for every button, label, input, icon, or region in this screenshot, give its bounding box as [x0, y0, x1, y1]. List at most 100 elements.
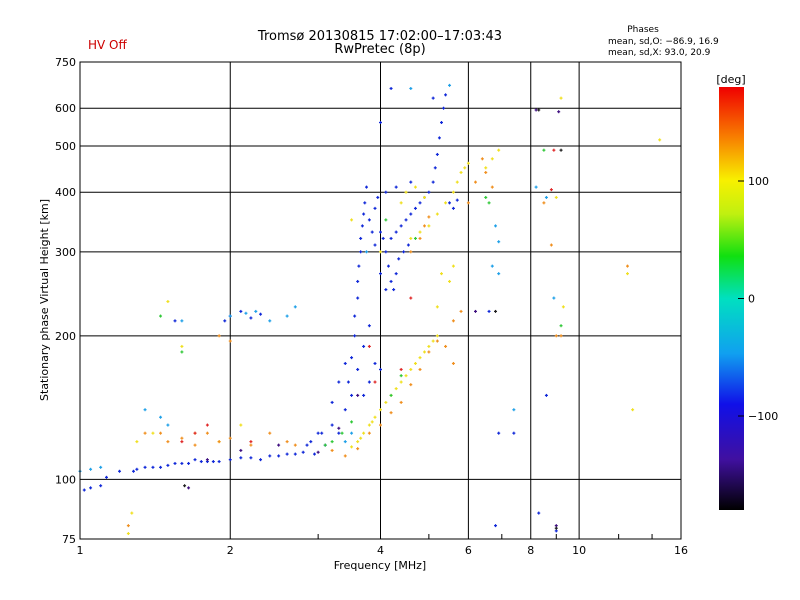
data-point: [211, 460, 215, 464]
data-point: [427, 190, 431, 194]
data-point: [484, 166, 488, 170]
data-point: [392, 288, 396, 292]
data-point: [451, 206, 455, 210]
data-point: [394, 272, 398, 276]
data-point: [277, 443, 281, 447]
data-point: [126, 524, 130, 528]
data-point: [166, 423, 170, 427]
data-point: [356, 296, 360, 300]
data-point: [379, 230, 382, 234]
data-point: [427, 350, 431, 354]
data-point: [379, 272, 382, 276]
data-point: [397, 257, 401, 261]
data-point: [293, 305, 297, 309]
data-point: [373, 380, 377, 384]
data-point: [350, 420, 354, 424]
y-tick-label: 600: [55, 102, 76, 115]
data-point: [370, 420, 374, 424]
data-point: [379, 250, 382, 254]
data-point: [367, 423, 371, 427]
y-axis-label: Stationary phase Virtual Height [km]: [38, 199, 51, 401]
data-point: [357, 264, 361, 268]
data-point: [340, 431, 344, 435]
data-point: [544, 195, 548, 199]
y-tick-label: 200: [55, 330, 76, 343]
data-point: [442, 106, 446, 110]
data-point: [277, 454, 281, 458]
data-point: [413, 206, 417, 210]
data-point: [356, 447, 360, 451]
data-point: [183, 484, 187, 488]
data-point: [440, 121, 444, 125]
data-point: [217, 440, 221, 444]
y-tick-label: 400: [55, 186, 76, 199]
data-point: [166, 440, 170, 444]
data-point: [359, 250, 363, 254]
data-point: [389, 279, 393, 283]
data-point: [323, 443, 327, 447]
data-point: [356, 393, 360, 397]
data-point: [490, 185, 494, 189]
x-tick-label: 6: [465, 544, 472, 557]
data-point: [418, 236, 422, 240]
data-point: [159, 314, 163, 318]
data-point: [346, 380, 350, 384]
data-point: [399, 201, 403, 205]
data-point: [173, 461, 177, 465]
data-point: [180, 436, 184, 440]
data-point: [451, 264, 455, 268]
data-point: [437, 136, 441, 140]
data-point: [542, 201, 546, 205]
data-point: [406, 243, 410, 247]
data-point: [484, 170, 488, 174]
x-tick-label: 8: [527, 544, 534, 557]
data-point: [244, 311, 248, 315]
x-tick-label: 1: [77, 544, 84, 557]
data-point: [484, 195, 488, 199]
data-point: [473, 180, 477, 184]
data-point: [384, 288, 388, 292]
data-point: [379, 367, 382, 371]
data-point: [435, 305, 439, 309]
data-point: [554, 195, 558, 199]
data-point: [497, 431, 501, 435]
data-point: [418, 201, 422, 205]
data-point: [559, 148, 563, 152]
data-point: [487, 309, 491, 313]
data-point: [480, 157, 484, 161]
y-tick-label: 300: [55, 246, 76, 259]
data-point: [205, 458, 209, 462]
data-point: [89, 467, 93, 471]
data-point: [413, 236, 417, 240]
data-point: [459, 309, 463, 313]
data-point: [362, 431, 366, 435]
data-point: [409, 180, 413, 184]
data-point: [135, 440, 139, 444]
data-point: [389, 86, 393, 90]
data-point: [143, 465, 147, 469]
data-point: [427, 215, 431, 219]
data-point: [330, 440, 334, 444]
data-point: [557, 110, 561, 114]
data-point: [409, 250, 413, 254]
data-point: [427, 224, 431, 228]
data-point: [466, 201, 470, 205]
data-point: [363, 201, 367, 205]
data-point: [494, 224, 498, 228]
data-point: [268, 431, 272, 435]
data-point: [373, 361, 377, 365]
data-point: [394, 185, 398, 189]
data-point: [180, 440, 184, 444]
data-point: [228, 314, 232, 318]
data-point: [559, 324, 563, 328]
data-point: [404, 218, 408, 222]
data-point: [394, 230, 398, 234]
data-point: [418, 356, 422, 360]
data-point: [399, 224, 403, 228]
data-point: [180, 344, 184, 348]
data-point: [459, 170, 463, 174]
data-point: [268, 319, 272, 323]
x-tick-label: 16: [674, 544, 688, 557]
data-point: [254, 309, 258, 313]
data-point: [362, 212, 366, 216]
